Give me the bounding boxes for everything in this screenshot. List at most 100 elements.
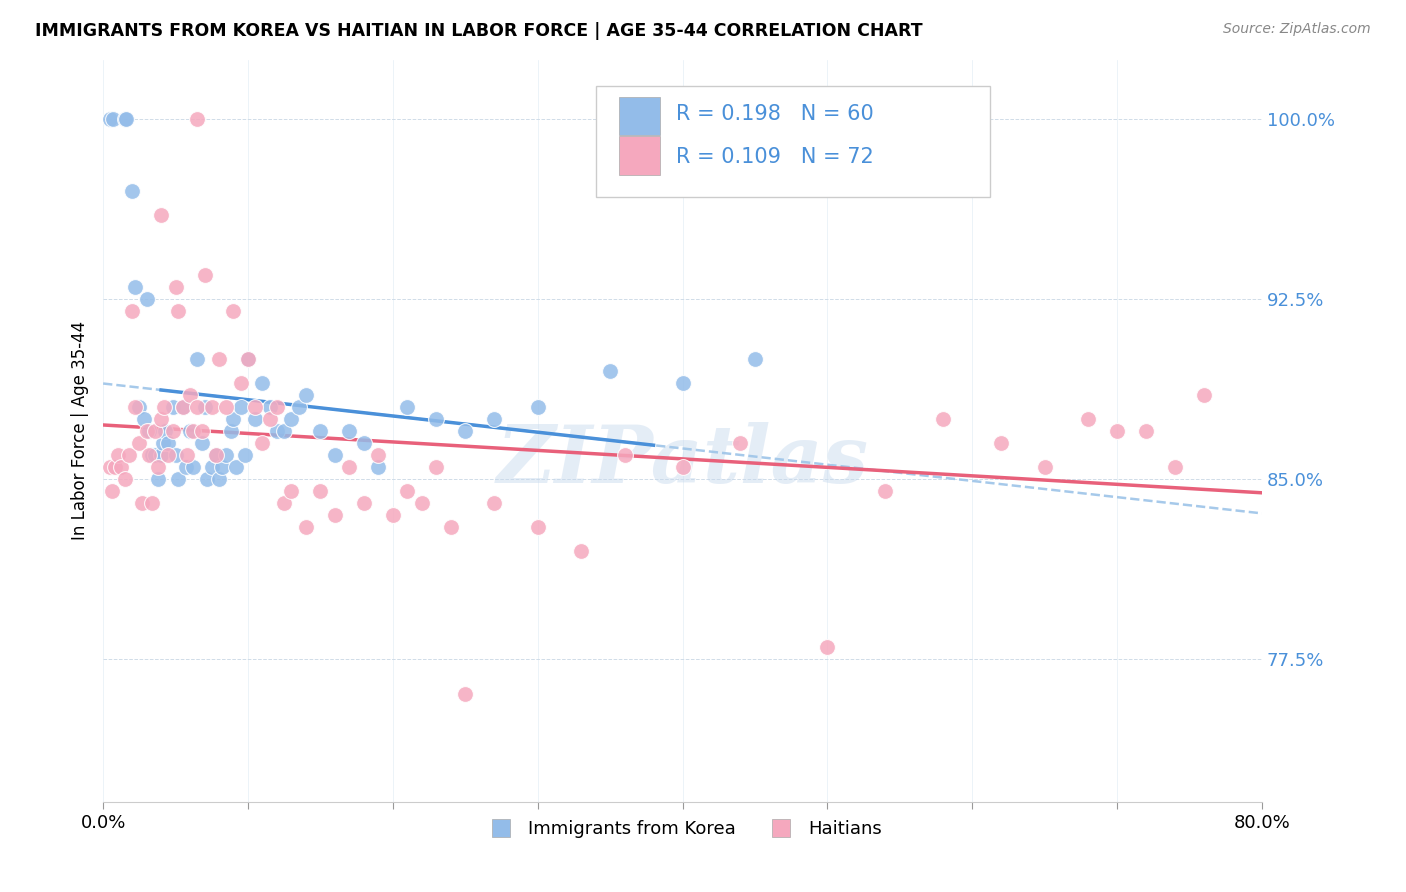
Point — [138, 448, 160, 462]
Point — [135, 424, 157, 438]
Point — [150, 412, 173, 426]
Point — [236, 352, 259, 367]
Point — [179, 424, 201, 438]
Point — [273, 424, 295, 438]
Text: ZIPatlas: ZIPatlas — [496, 422, 869, 500]
Point — [569, 543, 592, 558]
Point — [353, 496, 375, 510]
Point — [121, 185, 143, 199]
Point — [141, 448, 163, 462]
Point — [295, 520, 318, 534]
Point — [103, 112, 125, 127]
Point — [484, 412, 506, 426]
Text: IMMIGRANTS FROM KOREA VS HAITIAN IN LABOR FORCE | AGE 35-44 CORRELATION CHART: IMMIGRANTS FROM KOREA VS HAITIAN IN LABO… — [35, 22, 922, 40]
Point — [100, 112, 122, 127]
Text: R = 0.198   N = 60: R = 0.198 N = 60 — [675, 103, 873, 124]
Point — [280, 412, 302, 426]
Point — [236, 352, 259, 367]
Point — [484, 496, 506, 510]
Point — [153, 400, 176, 414]
Point — [114, 472, 136, 486]
Point — [266, 400, 288, 414]
Point — [193, 268, 215, 283]
Point — [167, 304, 190, 318]
Point — [186, 352, 208, 367]
Point — [454, 424, 477, 438]
Point — [157, 436, 180, 450]
Point — [201, 459, 224, 474]
Point — [990, 436, 1012, 450]
Point — [1192, 388, 1215, 402]
Point — [162, 424, 184, 438]
Point — [280, 483, 302, 498]
Point — [143, 448, 166, 462]
Point — [309, 424, 332, 438]
Point — [252, 376, 274, 390]
Point — [425, 459, 447, 474]
Point — [165, 448, 187, 462]
Point — [219, 424, 242, 438]
Point — [323, 448, 346, 462]
Point — [287, 400, 309, 414]
Point — [309, 483, 332, 498]
Text: R = 0.109   N = 72: R = 0.109 N = 72 — [675, 147, 873, 167]
Point — [367, 448, 389, 462]
Point — [225, 459, 247, 474]
Point — [337, 424, 360, 438]
Point — [114, 112, 136, 127]
Point — [208, 352, 231, 367]
Point — [167, 472, 190, 486]
Point — [229, 400, 252, 414]
Point — [155, 424, 177, 438]
Point — [186, 400, 208, 414]
Point — [259, 400, 281, 414]
Point — [181, 459, 204, 474]
Point — [128, 400, 150, 414]
Point — [273, 496, 295, 510]
Point — [266, 424, 288, 438]
Point — [143, 424, 166, 438]
Y-axis label: In Labor Force | Age 35-44: In Labor Force | Age 35-44 — [72, 321, 89, 541]
Point — [162, 400, 184, 414]
Point — [190, 424, 212, 438]
Point — [396, 400, 419, 414]
Point — [205, 448, 228, 462]
Point — [193, 400, 215, 414]
Point — [101, 483, 124, 498]
Point — [323, 508, 346, 522]
Point — [115, 112, 138, 127]
Point — [815, 640, 838, 654]
Point — [381, 508, 404, 522]
Point — [1033, 459, 1056, 474]
FancyBboxPatch shape — [596, 86, 990, 197]
Point — [744, 352, 766, 367]
Point — [110, 459, 132, 474]
Point — [181, 424, 204, 438]
Point — [124, 280, 146, 294]
Point — [186, 112, 208, 127]
Point — [152, 436, 174, 450]
Point — [208, 472, 231, 486]
Point — [131, 496, 153, 510]
Point — [875, 483, 897, 498]
Point — [176, 448, 198, 462]
FancyBboxPatch shape — [619, 136, 661, 175]
Point — [222, 304, 245, 318]
Point — [454, 688, 477, 702]
Point — [229, 376, 252, 390]
Point — [259, 412, 281, 426]
Point — [100, 459, 122, 474]
Point — [205, 448, 228, 462]
Point — [295, 388, 318, 402]
Point — [671, 376, 693, 390]
Point — [121, 304, 143, 318]
Point — [150, 208, 173, 222]
Point — [245, 400, 267, 414]
Point — [353, 436, 375, 450]
Point — [613, 448, 636, 462]
Text: Source: ZipAtlas.com: Source: ZipAtlas.com — [1223, 22, 1371, 37]
Point — [222, 412, 245, 426]
Point — [215, 448, 238, 462]
Point — [128, 436, 150, 450]
Point — [396, 483, 419, 498]
